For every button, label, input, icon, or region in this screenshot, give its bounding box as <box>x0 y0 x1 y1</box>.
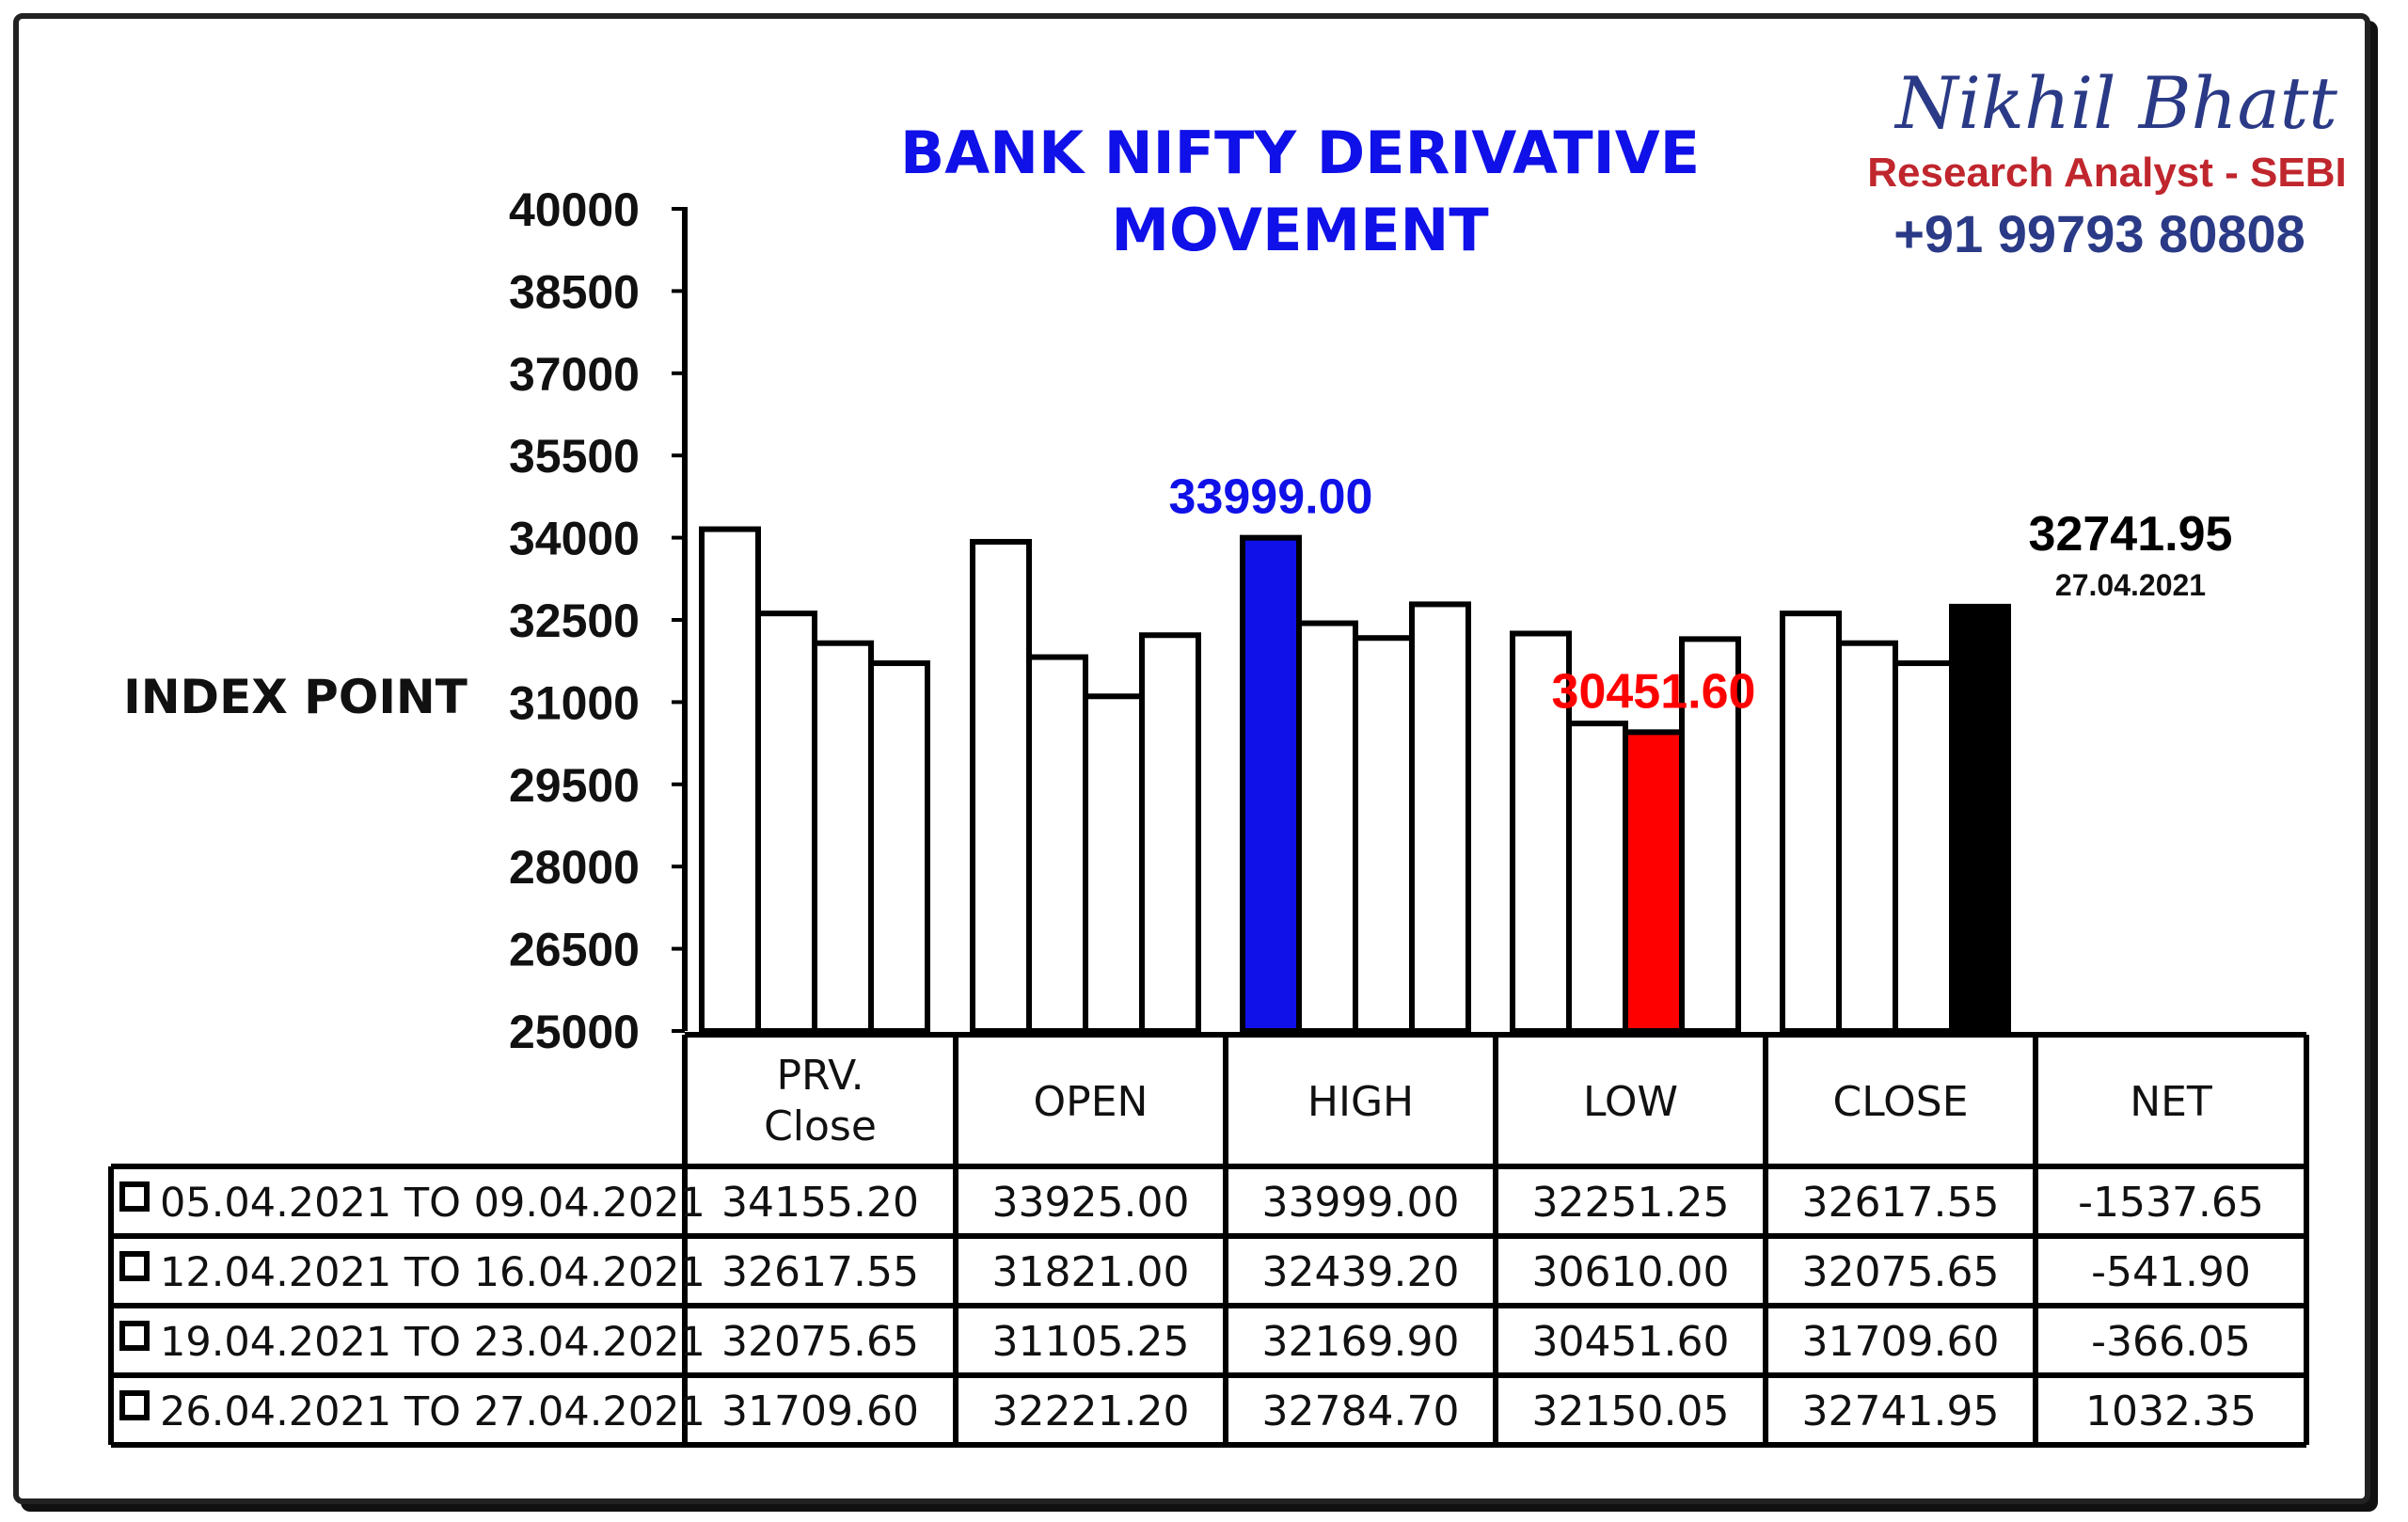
y-tick-label: 26500 <box>509 924 640 976</box>
table-cell: 32169.90 <box>1262 1318 1460 1366</box>
table-cell: 31709.60 <box>1802 1318 2000 1366</box>
data-label: 33999.00 <box>1169 470 1373 525</box>
table-cell: 32221.20 <box>992 1387 1190 1435</box>
table-cell: 32075.65 <box>1802 1248 2000 1296</box>
legend-swatch <box>119 1321 150 1351</box>
table-header: HIGH <box>1307 1078 1414 1126</box>
table-cell: 34155.20 <box>721 1179 919 1227</box>
y-tick-label: 38500 <box>509 265 640 318</box>
legend-swatch <box>119 1251 150 1281</box>
row-label: 12.04.2021 TO 16.04.2021 <box>160 1249 705 1296</box>
legend-swatch <box>119 1181 150 1212</box>
y-tick-label: 25000 <box>509 1006 640 1058</box>
table-header-line-text: Close <box>764 1102 877 1150</box>
row-label: 05.04.2021 TO 09.04.2021 <box>160 1180 705 1227</box>
bar-4-series-1 <box>1836 640 1898 1034</box>
bar-0-series-3 <box>868 660 930 1034</box>
bar-4-series-2 <box>1893 660 1955 1034</box>
table-cell: 32617.55 <box>1802 1179 2000 1227</box>
table-header: LOW <box>1583 1078 1678 1126</box>
table-cell: 31105.25 <box>992 1318 1190 1366</box>
bar-3-series-2 <box>1623 729 1685 1034</box>
bar-0-series-1 <box>755 610 817 1034</box>
bar-2-series-1 <box>1296 620 1358 1034</box>
bar-1-series-0 <box>970 538 1032 1034</box>
y-tick-label: 32500 <box>509 595 640 647</box>
table-cell: 32741.95 <box>1802 1387 2000 1435</box>
table-cell: -1537.65 <box>2078 1179 2264 1227</box>
bar-3-series-1 <box>1566 721 1628 1035</box>
y-axis-label: INDEX POINT <box>123 670 467 724</box>
bar-2-series-0 <box>1240 534 1302 1034</box>
y-tick-label: 37000 <box>509 348 640 401</box>
table-cell: -541.90 <box>2091 1248 2251 1296</box>
table-cell: 33925.00 <box>992 1179 1190 1227</box>
legend-swatch <box>119 1390 150 1420</box>
row-label: 19.04.2021 TO 23.04.2021 <box>160 1319 705 1366</box>
data-label: 32741.95 <box>2029 507 2233 562</box>
table-cell: 31709.60 <box>721 1387 919 1435</box>
table-header: OPEN <box>1034 1078 1149 1126</box>
bar-0-series-2 <box>812 640 874 1034</box>
bar-2-series-2 <box>1353 635 1415 1034</box>
table-header: CLOSE <box>1832 1078 1968 1126</box>
table-cell: 31821.00 <box>992 1248 1190 1296</box>
table-header-line-text: PRV. <box>776 1052 863 1100</box>
chart-title: MOVEMENT <box>1111 196 1488 264</box>
table-cell: 1032.35 <box>2085 1387 2257 1435</box>
data-sublabel: 27.04.2021 <box>2055 568 2206 602</box>
bar-1-series-1 <box>1026 654 1088 1034</box>
brand-phone: +91 99793 80808 <box>1893 204 2305 263</box>
table-header: PRV. Close <box>764 1052 877 1150</box>
table-cell: 30610.00 <box>1532 1248 1730 1296</box>
table-header: NET <box>2130 1078 2212 1126</box>
bar-3-series-3 <box>1679 636 1741 1035</box>
y-tick-label: 31000 <box>509 676 640 729</box>
table-cell: 32075.65 <box>721 1318 919 1366</box>
bar-1-series-3 <box>1139 632 1201 1034</box>
bar-4-series-3 <box>1949 603 2011 1035</box>
table-cell: 32439.20 <box>1262 1248 1460 1296</box>
table-cell: -366.05 <box>2091 1318 2251 1366</box>
y-tick-label: 29500 <box>509 759 640 812</box>
bar-3-series-0 <box>1510 630 1572 1034</box>
y-tick-label: 28000 <box>509 841 640 894</box>
table-cell: 32617.55 <box>721 1248 919 1296</box>
y-tick-label: 40000 <box>509 183 640 236</box>
brand-role: Research Analyst - SEBI <box>1867 150 2346 196</box>
y-tick-label: 35500 <box>509 430 640 483</box>
table-cell: 32784.70 <box>1262 1387 1460 1435</box>
row-label: 26.04.2021 TO 27.04.2021 <box>160 1388 705 1435</box>
bar-0-series-0 <box>699 526 761 1034</box>
bar-4-series-0 <box>1780 610 1842 1034</box>
table-cell: 30451.60 <box>1532 1318 1730 1366</box>
y-tick-label: 34000 <box>509 513 640 565</box>
data-label: 30451.60 <box>1552 664 1756 719</box>
table-cell: 32251.25 <box>1532 1179 1730 1227</box>
brand-name: Nikhil Bhatt <box>1893 61 2337 145</box>
bar-1-series-2 <box>1083 693 1145 1035</box>
chart-title: BANK NIFTY DERIVATIVE <box>900 119 1700 187</box>
bar-2-series-3 <box>1409 601 1471 1035</box>
table-cell: 33999.00 <box>1262 1179 1460 1227</box>
table-cell: 32150.05 <box>1532 1387 1730 1435</box>
